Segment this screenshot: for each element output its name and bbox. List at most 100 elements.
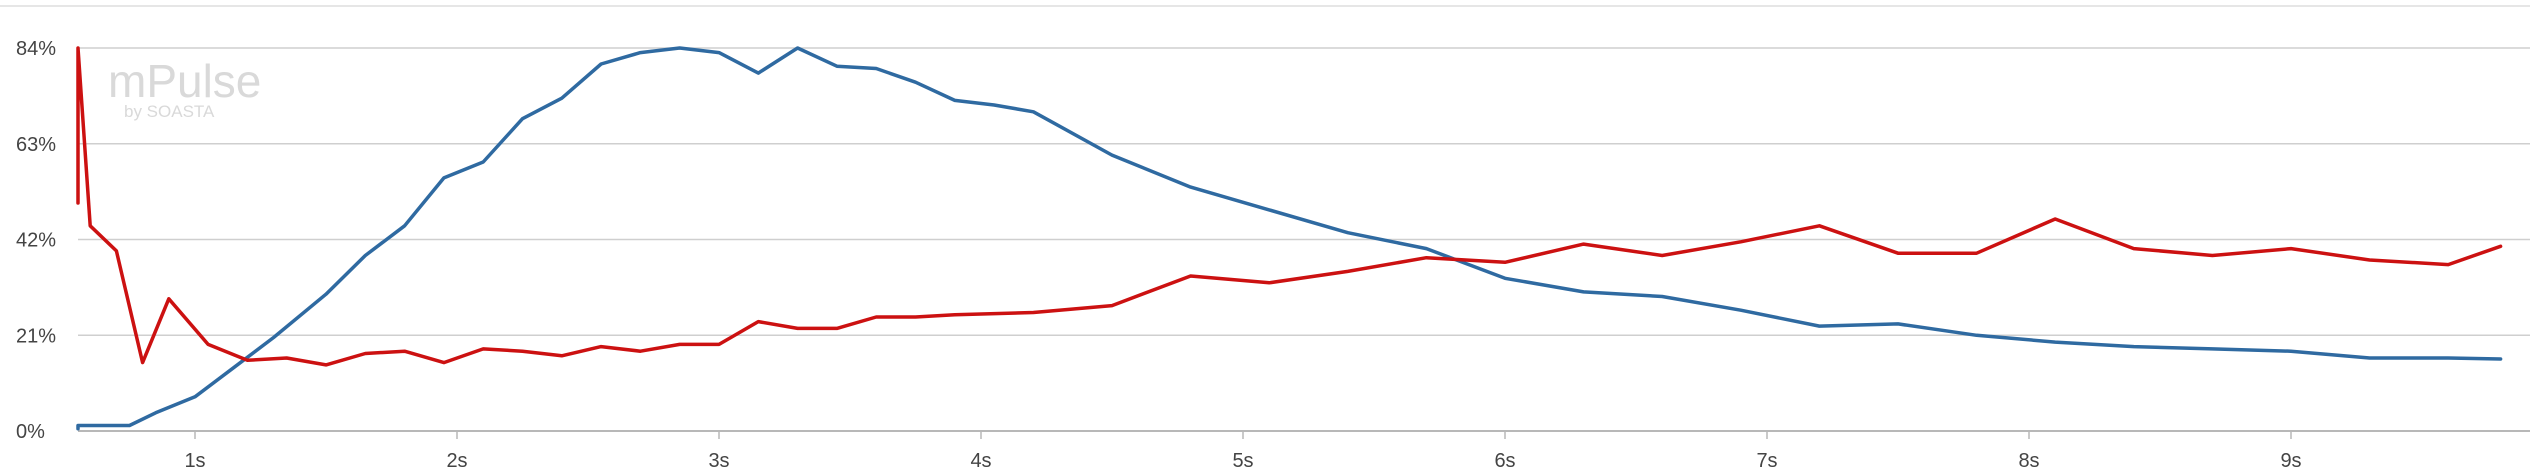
watermark-subtitle: by SOASTA (124, 102, 215, 121)
series-line-1 (76, 46, 2503, 431)
series-2-point (559, 353, 565, 359)
series-1-point (271, 335, 277, 341)
series-1-point (834, 63, 840, 69)
series-1-point (755, 70, 761, 76)
mpulse-watermark: mPulse by SOASTA (108, 55, 261, 121)
series-1-point (1738, 307, 1744, 313)
series-2-point (1816, 223, 1822, 229)
series-2-point (637, 348, 643, 354)
series-2-point (677, 341, 683, 347)
series-1-point (1423, 246, 1429, 252)
series-1-point (2288, 348, 2294, 354)
series-2-point (1738, 239, 1744, 245)
x-tick-label: 2s (446, 450, 467, 472)
series-1-point (795, 45, 801, 51)
series-2-point (75, 173, 81, 179)
series-1-point (2131, 344, 2137, 350)
series-2-point (952, 312, 958, 318)
series-2-point (284, 355, 290, 361)
series-1-point (1188, 184, 1194, 190)
series-2-point (75, 45, 81, 51)
series-2-point (1030, 309, 1036, 315)
series-2-point (2131, 246, 2137, 252)
series-2-point (2445, 262, 2451, 268)
series-2-point (113, 248, 119, 254)
series-2-point (755, 319, 761, 325)
series-1-point (402, 223, 408, 229)
series-1-point (100, 423, 106, 429)
y-tick-label: 42% (16, 230, 56, 252)
series-2-point (913, 314, 919, 320)
y-tick-label: 0% (16, 421, 45, 443)
series-2-point (75, 200, 81, 206)
series-2-point (323, 362, 329, 368)
x-tick-label: 3s (708, 450, 729, 472)
series-2-point (2498, 243, 2504, 249)
series-1-point (441, 175, 447, 181)
series-2-point (1423, 255, 1429, 261)
watermark-brand: mPulse (108, 55, 261, 107)
series-2-point (1188, 273, 1194, 279)
series-1-point (127, 423, 133, 429)
series-2-point (520, 348, 526, 354)
series-2-point (1659, 252, 1665, 258)
series-1-point (520, 116, 526, 122)
series-line-2 (76, 46, 2503, 367)
series-2-point (2288, 246, 2294, 252)
series-2-point (2209, 252, 2215, 258)
series-2-point (2367, 257, 2373, 263)
series-2-point (362, 350, 368, 356)
series-2-point (140, 360, 146, 366)
series-2-point (598, 344, 604, 350)
series-2-point (716, 341, 722, 347)
x-axis-ticks: 1s 2s 3s 4s 5s 6s 7s 8s 9s (184, 431, 2302, 472)
series-2-point (244, 357, 250, 363)
series-2-point (1974, 250, 1980, 256)
series-1-point (1109, 152, 1115, 158)
series-1-point (2498, 356, 2504, 362)
series-2-point (1266, 280, 1272, 286)
series-2-point (166, 296, 172, 302)
series-lines (75, 45, 2504, 431)
series-2-point (834, 325, 840, 331)
series-1-point (677, 45, 683, 51)
series-2-point (441, 360, 447, 366)
x-tick-label: 4s (970, 450, 991, 472)
series-1-point (75, 423, 81, 429)
series-2-point (480, 346, 486, 352)
series-2-point (1502, 259, 1508, 265)
x-tick-label: 9s (2280, 450, 2301, 472)
x-tick-label: 1s (184, 450, 205, 472)
series-1-point (1659, 293, 1665, 299)
series-1-point (559, 95, 565, 101)
series-2-point (1109, 303, 1115, 309)
series-1-point (1030, 109, 1036, 115)
series-2-point (87, 223, 93, 229)
series-1-point (1816, 323, 1822, 329)
x-tick-label: 8s (2018, 450, 2039, 472)
series-1-point (2052, 339, 2058, 345)
series-1-point (362, 252, 368, 258)
series-1-point (2209, 346, 2215, 352)
y-tick-label: 21% (16, 325, 56, 347)
series-1-point (153, 410, 159, 416)
series-2-point (1581, 241, 1587, 247)
series-1-point (1895, 321, 1901, 327)
series-1-point (873, 66, 879, 72)
series-1-point (231, 364, 237, 370)
series-1-point (598, 61, 604, 67)
y-tick-label: 84% (16, 38, 56, 60)
series-1-point (1974, 332, 1980, 338)
x-tick-label: 6s (1494, 450, 1515, 472)
series-2-point (402, 348, 408, 354)
y-tick-label: 63% (16, 134, 56, 156)
y-axis-ticks: 0% 21% 42% 63% 84% (16, 38, 56, 443)
series-1-point (192, 394, 198, 400)
series-1-point (2445, 355, 2451, 361)
x-tick-label: 5s (1232, 450, 1253, 472)
series-1-point (1266, 207, 1272, 213)
series-1-point (991, 102, 997, 108)
series-1-point (480, 159, 486, 165)
